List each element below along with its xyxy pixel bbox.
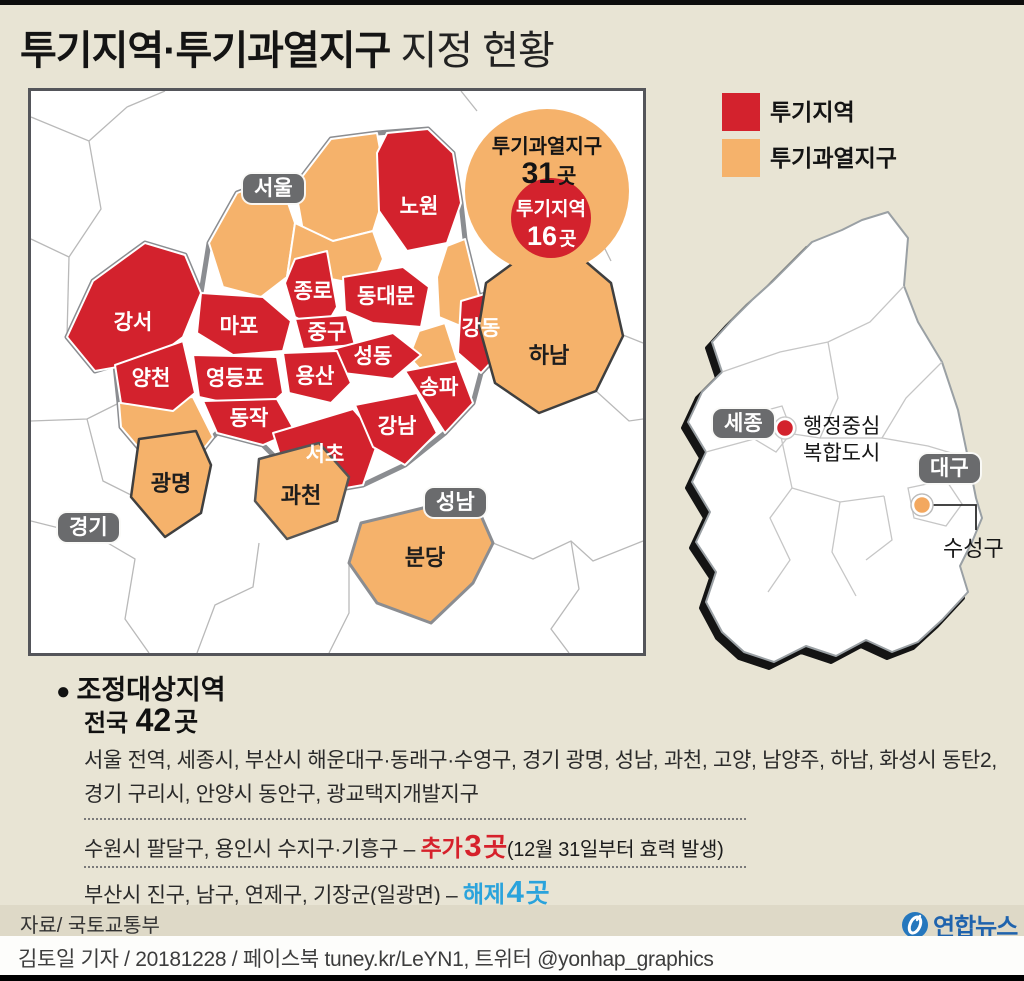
legend-swatch-overheated xyxy=(722,139,760,177)
district-dongdaemun xyxy=(342,266,430,328)
district-label-gangseo: 강서 xyxy=(114,311,153,334)
credit-text: 김토일 기자 / 20181228 / 페이스북 tuney.kr/LeYN1,… xyxy=(18,948,714,971)
added-unit: 곳 xyxy=(483,832,507,862)
page-title-rest: 지정 현황 xyxy=(390,29,554,73)
district-label-gangnam: 강남 xyxy=(378,415,417,438)
removed-unit: 곳 xyxy=(525,878,550,908)
district-nowon xyxy=(376,128,462,252)
notes-total-row: 전국 42 곳 xyxy=(84,702,198,739)
speculation-district-labels: 노원 종로 동대문 중구 성동 강동 강서 마포 용산 영등포 양천 동작 서초… xyxy=(114,195,501,466)
legend-label-speculation: 투기지역 xyxy=(770,99,855,125)
district-label-yeongdeungpo: 영등포 xyxy=(206,367,264,390)
district-label-gangdong: 강동 xyxy=(462,317,501,340)
district-label-gwangmyeong: 광명 xyxy=(151,471,191,496)
district-label-mapo: 마포 xyxy=(220,315,259,338)
district-label-seocho: 서초 xyxy=(306,443,345,466)
dotted-divider-1 xyxy=(84,818,746,820)
district-label-hanam: 하남 xyxy=(529,343,569,368)
speculation-count-circle xyxy=(511,178,591,258)
badge-seoul: 서울 xyxy=(243,174,304,203)
source-text: 자료/ 국토교통부 xyxy=(20,915,160,937)
suseong-connector-line xyxy=(933,504,977,530)
designated-regions-line2: 경기 구리시, 안양시 동안구, 광교택지개발지구 xyxy=(84,783,479,806)
bullet-icon: ● xyxy=(56,678,71,705)
seoul-map: 투기과열지구 31 곳 투기지역 16 곳 노원 종로 동대문 중구 성동 강동… xyxy=(31,91,643,653)
total-label: 전국 xyxy=(84,710,129,737)
removed-label: 해제 xyxy=(462,881,505,907)
page-title: 투기지역·투기과열지구 지정 현황 xyxy=(20,18,555,76)
legend-label-overheated: 투기과열지구 xyxy=(770,145,897,171)
district-yangcheon xyxy=(114,340,196,412)
badge-sejong: 세종 xyxy=(713,409,774,438)
district-hanam xyxy=(477,247,625,415)
speculation-count-label: 투기지역 xyxy=(516,198,586,220)
district-mapo xyxy=(196,292,292,356)
bottom-rule xyxy=(0,975,1024,981)
sejong-note-line2: 복합도시 xyxy=(803,442,880,465)
yonhap-logo-icon xyxy=(902,911,928,938)
removed-count: 4 xyxy=(506,874,524,909)
sejong-note-line1: 행정중심 xyxy=(803,415,880,438)
sejong-marker-ring xyxy=(773,416,797,440)
overheated-count-unit: 곳 xyxy=(557,165,576,188)
suseong-marker-dot xyxy=(911,494,933,516)
dotted-divider-2 xyxy=(84,866,746,868)
removed-regions-row: 부산시 진구, 남구, 연제구, 기장군(일광면) – 해제4곳 xyxy=(84,872,550,916)
district-label-songpa: 송파 xyxy=(420,376,459,399)
district-gangnam xyxy=(354,392,438,466)
district-dobong-gangbuk xyxy=(294,132,388,242)
overheated-count-number: 31 xyxy=(522,157,555,190)
district-label-junggu: 중구 xyxy=(308,321,347,344)
district-gwangmyeong xyxy=(129,429,213,539)
district-label-yongsan: 용산 xyxy=(296,365,335,388)
credit-strip xyxy=(0,936,1024,975)
badge-gyeonggi: 경기 xyxy=(58,513,119,542)
total-count: 42 xyxy=(135,702,172,738)
district-label-seongdong: 성동 xyxy=(354,345,393,368)
district-gwacheon xyxy=(253,441,351,541)
district-label-jongno: 종로 xyxy=(294,280,333,303)
korea-map: 행정중심 복합도시 수성구 xyxy=(681,211,1004,670)
overheated-districts-unlabeled xyxy=(118,132,480,476)
district-label-yangcheon: 양천 xyxy=(132,367,171,390)
speculation-districts xyxy=(66,128,506,494)
overheated-district-labels: 하남 광명 과천 분당 xyxy=(151,343,569,570)
page-title-emphasis: 투기지역·투기과열지구 xyxy=(20,29,391,73)
notes-section-title-text: 조정대상지역 xyxy=(76,675,226,705)
legend-swatch-speculation xyxy=(722,93,760,131)
added-count: 3 xyxy=(464,828,482,863)
speculation-count-number: 16 xyxy=(527,221,557,251)
district-label-gwacheon: 과천 xyxy=(281,483,321,508)
added-label: 추가 xyxy=(420,835,463,861)
district-label-bundang: 분당 xyxy=(405,545,445,570)
suseong-marker-ring xyxy=(910,493,934,517)
removed-regions-text: 부산시 진구, 남구, 연제구, 기장군(일광면) – xyxy=(84,884,463,907)
badge-daegu: 대구 xyxy=(919,454,980,483)
speculation-count-unit: 곳 xyxy=(559,229,576,250)
total-unit: 곳 xyxy=(174,707,199,737)
badge-seongnam: 성남 xyxy=(425,488,486,517)
district-yongsan xyxy=(282,350,352,404)
district-label-dongdaemun: 동대문 xyxy=(357,285,415,308)
notes-section-title: ● 조정대상지역 xyxy=(56,668,226,707)
suseong-note: 수성구 xyxy=(943,536,1004,561)
province-border-lines xyxy=(705,285,969,597)
top-rule xyxy=(0,0,1024,5)
designated-regions-paragraph: 서울 전역, 세종시, 부산시 해운대구·동래구·수영구, 경기 광명, 성남,… xyxy=(84,744,1004,812)
district-songpa xyxy=(404,360,474,434)
sejong-marker-dot xyxy=(774,417,796,439)
designated-regions-line1: 서울 전역, 세종시, 부산시 해운대구·동래구·수영구, 경기 광명, 성남,… xyxy=(84,749,997,772)
overheated-gyeonggi-cities xyxy=(129,247,625,625)
district-label-dongjak: 동작 xyxy=(230,407,269,430)
overheated-count-label: 투기과열지구 xyxy=(492,135,602,158)
added-regions-text: 수원시 팔달구, 용인시 수지구·기흥구 – xyxy=(84,838,421,861)
added-regions-row: 수원시 팔달구, 용인시 수지구·기흥구 – 추가3곳(12월 31일부터 효력… xyxy=(84,826,724,870)
added-suffix: (12월 31일부터 효력 발생) xyxy=(506,839,724,861)
district-label-nowon: 노원 xyxy=(400,195,439,218)
